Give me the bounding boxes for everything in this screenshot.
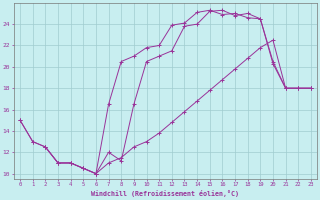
X-axis label: Windchill (Refroidissement éolien,°C): Windchill (Refroidissement éolien,°C) bbox=[92, 190, 239, 197]
